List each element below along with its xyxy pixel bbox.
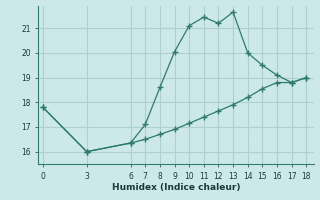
X-axis label: Humidex (Indice chaleur): Humidex (Indice chaleur)	[112, 183, 240, 192]
